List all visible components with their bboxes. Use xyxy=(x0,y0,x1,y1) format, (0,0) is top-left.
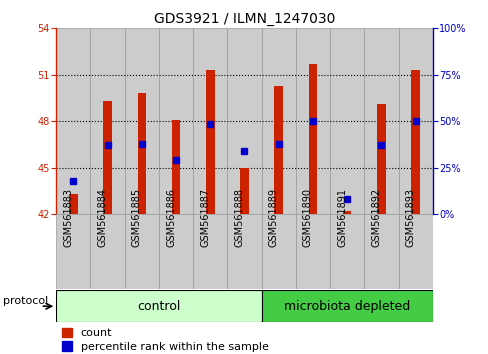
Bar xyxy=(308,64,317,214)
Text: microbiota depleted: microbiota depleted xyxy=(284,300,409,313)
Text: GSM561889: GSM561889 xyxy=(268,188,278,247)
Bar xyxy=(56,28,90,214)
Bar xyxy=(90,214,124,289)
Bar xyxy=(193,214,227,289)
Bar xyxy=(261,290,432,322)
Text: GSM561886: GSM561886 xyxy=(166,188,176,247)
Bar xyxy=(124,214,159,289)
Text: GSM561891: GSM561891 xyxy=(337,188,346,247)
Bar xyxy=(364,28,398,214)
Text: GSM561888: GSM561888 xyxy=(234,188,244,247)
Bar xyxy=(410,70,419,214)
Bar xyxy=(342,211,351,214)
Bar xyxy=(159,214,193,289)
Bar xyxy=(240,168,248,214)
Bar xyxy=(227,28,261,214)
Bar xyxy=(329,214,364,289)
Bar xyxy=(171,120,180,214)
Bar xyxy=(56,290,261,322)
Text: GSM561884: GSM561884 xyxy=(98,188,107,247)
Bar xyxy=(398,214,432,289)
Bar xyxy=(69,194,78,214)
Bar xyxy=(56,214,90,289)
Bar xyxy=(295,28,329,214)
Text: GSM561887: GSM561887 xyxy=(200,188,210,247)
Bar xyxy=(159,28,193,214)
Title: GDS3921 / ILMN_1247030: GDS3921 / ILMN_1247030 xyxy=(154,12,334,26)
Legend: count, percentile rank within the sample: count, percentile rank within the sample xyxy=(61,328,268,352)
Bar xyxy=(364,214,398,289)
Text: control: control xyxy=(137,300,180,313)
Bar xyxy=(205,70,214,214)
Bar xyxy=(90,28,124,214)
Bar xyxy=(227,214,261,289)
Bar xyxy=(193,28,227,214)
Bar xyxy=(103,101,112,214)
Text: GSM561885: GSM561885 xyxy=(132,188,142,247)
Bar xyxy=(295,214,329,289)
Text: GSM561893: GSM561893 xyxy=(405,188,415,247)
Text: GSM561883: GSM561883 xyxy=(63,188,73,247)
Bar xyxy=(261,28,295,214)
Bar xyxy=(398,28,432,214)
Text: GSM561892: GSM561892 xyxy=(371,188,381,247)
Bar xyxy=(261,214,295,289)
Text: GSM561890: GSM561890 xyxy=(303,188,312,247)
Bar xyxy=(376,104,385,214)
Bar xyxy=(274,86,283,214)
Text: protocol: protocol xyxy=(3,296,48,307)
Bar xyxy=(124,28,159,214)
Bar xyxy=(329,28,364,214)
Bar xyxy=(137,93,146,214)
